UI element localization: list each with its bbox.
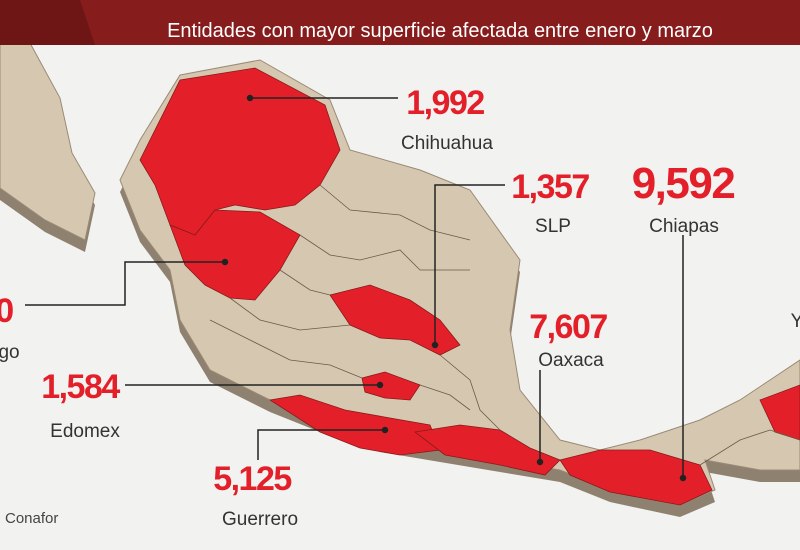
- state-name: Guerrero: [222, 509, 298, 530]
- state-name: Chiapas: [649, 216, 719, 237]
- value-label: 1,584: [41, 368, 120, 406]
- value-label: 5,125: [213, 460, 291, 498]
- state-name: Chihuahua: [401, 133, 493, 154]
- leader-lines: [25, 94, 687, 482]
- state-name: Edomex: [50, 421, 120, 442]
- affected-states: [139, 67, 800, 506]
- value-label: 9,592: [632, 159, 735, 208]
- value-label: 1,992: [406, 84, 484, 122]
- source: Conafor: [5, 510, 58, 527]
- edge-label: Y: [791, 311, 800, 332]
- value-label: 1,357: [511, 168, 589, 206]
- state-borders: [209, 184, 800, 466]
- title: Entidades con mayor superficie afectada …: [167, 20, 713, 42]
- header-band-accent: [80, 0, 800, 45]
- value-label: 0: [0, 292, 13, 330]
- state-name: SLP: [535, 216, 571, 237]
- state-name: go: [0, 342, 20, 363]
- value-label: 7,607: [529, 308, 607, 346]
- state-name: Oaxaca: [538, 350, 604, 371]
